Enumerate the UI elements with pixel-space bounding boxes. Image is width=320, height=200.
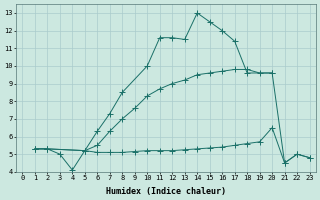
X-axis label: Humidex (Indice chaleur): Humidex (Indice chaleur) (106, 187, 226, 196)
